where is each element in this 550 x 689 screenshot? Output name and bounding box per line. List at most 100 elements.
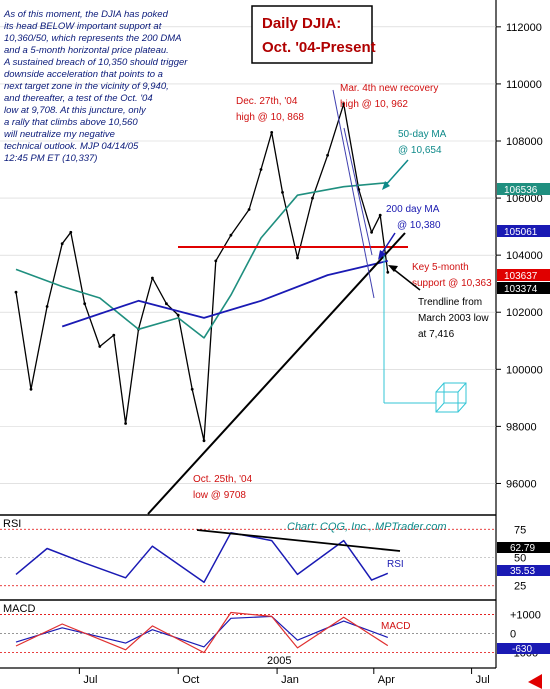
price-grid bbox=[0, 26, 496, 484]
ma50-arrowhead-icon bbox=[382, 181, 390, 190]
price-tick-label: 110000 bbox=[506, 79, 542, 91]
price-point bbox=[311, 196, 314, 200]
commentary-block: As of this moment, the DJIA has pokedits… bbox=[3, 9, 188, 164]
channel-line-upper bbox=[332, 89, 375, 299]
price-point bbox=[60, 242, 64, 246]
rsi-panel-label: RSI bbox=[3, 518, 21, 530]
annotation-december-high-line1: Dec. 27th, '04 bbox=[236, 96, 298, 107]
price-axis: 96000 98000 100000 102000 104000 106000 108000… bbox=[496, 22, 543, 490]
price-point bbox=[29, 387, 33, 391]
annotation-trendline-line3: at 7,416 bbox=[418, 329, 455, 340]
price-tick-label: 108000 bbox=[506, 136, 543, 148]
commentary-line: next target zone in the vicinity of 9,94… bbox=[4, 81, 169, 92]
macd-line-label: MACD bbox=[381, 621, 410, 632]
price-point bbox=[165, 302, 168, 306]
badge-ma200-text: 105061 bbox=[504, 227, 538, 238]
commentary-line: downside acceleration that points to a bbox=[4, 69, 163, 80]
price-point bbox=[270, 131, 274, 134]
macd-series bbox=[15, 611, 389, 654]
macd-panel-label: MACD bbox=[3, 603, 35, 615]
price-tick-label: 106000 bbox=[506, 193, 543, 205]
annotation-ma200: 200 day MA @ 10,380 bbox=[378, 204, 441, 260]
price-point bbox=[98, 345, 102, 348]
year-label: 2005 bbox=[267, 655, 291, 667]
trendline-arrowhead-icon bbox=[388, 265, 398, 272]
price-series bbox=[14, 102, 390, 443]
macd-tick-label: +1000 bbox=[510, 609, 541, 621]
rsi-line bbox=[15, 531, 389, 584]
badge-last: 103637 bbox=[497, 269, 550, 282]
badge-other: 103374 bbox=[497, 282, 550, 295]
commentary-line: and a 5-month horizontal price plateau. bbox=[4, 45, 169, 56]
annotation-december-high-line2: high @ 10, 868 bbox=[236, 112, 304, 123]
price-point bbox=[83, 302, 87, 306]
commentary-line: and thereafter, a test of the Oct. '04 bbox=[4, 93, 153, 104]
ma200-line bbox=[61, 260, 389, 328]
price-point bbox=[112, 333, 116, 337]
badge-ma200: 105061 bbox=[497, 225, 550, 238]
price-tick-label: 102000 bbox=[506, 307, 543, 319]
price-point bbox=[190, 387, 194, 391]
target-projection bbox=[383, 255, 467, 413]
annotation-march-high-line1: Mar. 4th new recovery bbox=[340, 83, 438, 94]
price-point bbox=[370, 230, 373, 234]
price-point bbox=[378, 213, 382, 217]
badge-ma50: 106536 bbox=[497, 183, 550, 196]
annotation-trendline-line2: March 2003 low bbox=[418, 313, 489, 324]
price-tick-label: 112000 bbox=[506, 22, 542, 34]
date-tick-label: Apr bbox=[378, 674, 395, 686]
price-point bbox=[342, 102, 346, 106]
commentary-line: low at 9,708. At this juncture, only bbox=[4, 105, 147, 116]
date-tick-label: Jan bbox=[281, 674, 299, 686]
price-point bbox=[124, 422, 127, 425]
price-point bbox=[296, 256, 299, 260]
rsi-grid bbox=[0, 528, 496, 587]
annotation-october-low: Oct. 25th, '04 low @ 9708 bbox=[193, 474, 253, 501]
commentary-line: a rally that climbs above 10,560 bbox=[4, 117, 138, 128]
rsi-tick-label: 25 bbox=[514, 581, 526, 593]
price-point bbox=[151, 276, 154, 280]
annotation-december-high: Dec. 27th, '04 high @ 10, 868 bbox=[236, 96, 304, 123]
trendline-arrow bbox=[391, 267, 421, 291]
macd-line bbox=[15, 611, 389, 654]
date-axis: Jul Oct Jan Apr Jul bbox=[78, 668, 490, 686]
rsi-divergence-line bbox=[196, 529, 401, 552]
rsi-tick-label: 75 bbox=[514, 524, 526, 536]
price-point bbox=[202, 439, 206, 443]
badge-rsi-lower: 35.53 bbox=[497, 565, 550, 577]
price-point bbox=[259, 168, 263, 171]
chart-credit: Chart: CQG, Inc., MPTrader.com bbox=[287, 521, 447, 533]
price-tick-label: 96000 bbox=[506, 478, 537, 490]
annotation-march-high-line2: high @ 10, 962 bbox=[340, 99, 408, 110]
rsi-tick-label: 50 bbox=[514, 553, 526, 565]
badge-rsi-upper-text: 62.79 bbox=[510, 543, 535, 554]
cube-icon bbox=[435, 382, 467, 413]
annotation-october-low-line2: low @ 9708 bbox=[193, 490, 246, 501]
ma50-arrow bbox=[383, 159, 409, 188]
commentary-line: 10,360/50, which represents the 200 DMA bbox=[4, 33, 181, 44]
price-point bbox=[229, 233, 233, 237]
commentary-line: A sustained breach of 10,350 should trig… bbox=[3, 57, 188, 68]
commentary-line: its head BELOW important support at bbox=[4, 21, 162, 32]
commentary-line: technical outlook. MJP 04/14/05 bbox=[4, 141, 139, 152]
title-box bbox=[251, 5, 373, 64]
price-tick-label: 98000 bbox=[506, 421, 537, 433]
annotation-support-line2: support @ 10,363 bbox=[412, 278, 492, 289]
annotation-trendline-line1: Trendline from bbox=[418, 297, 482, 308]
price-point bbox=[247, 208, 251, 211]
ma50-line bbox=[15, 181, 388, 339]
ma50-series bbox=[15, 181, 388, 339]
price-point bbox=[14, 290, 18, 294]
badge-rsi-lower-text: 35.53 bbox=[510, 566, 535, 577]
rsi-line-label: RSI bbox=[387, 559, 404, 570]
price-point bbox=[326, 153, 329, 157]
annotation-support-line1: Key 5-month bbox=[412, 262, 469, 273]
badge-ma50-text: 106536 bbox=[504, 185, 538, 196]
price-point bbox=[386, 270, 390, 274]
price-point bbox=[69, 230, 73, 234]
back-arrow-icon[interactable] bbox=[528, 674, 542, 689]
trendline bbox=[147, 232, 406, 515]
price-tick-label: 100000 bbox=[506, 364, 543, 376]
